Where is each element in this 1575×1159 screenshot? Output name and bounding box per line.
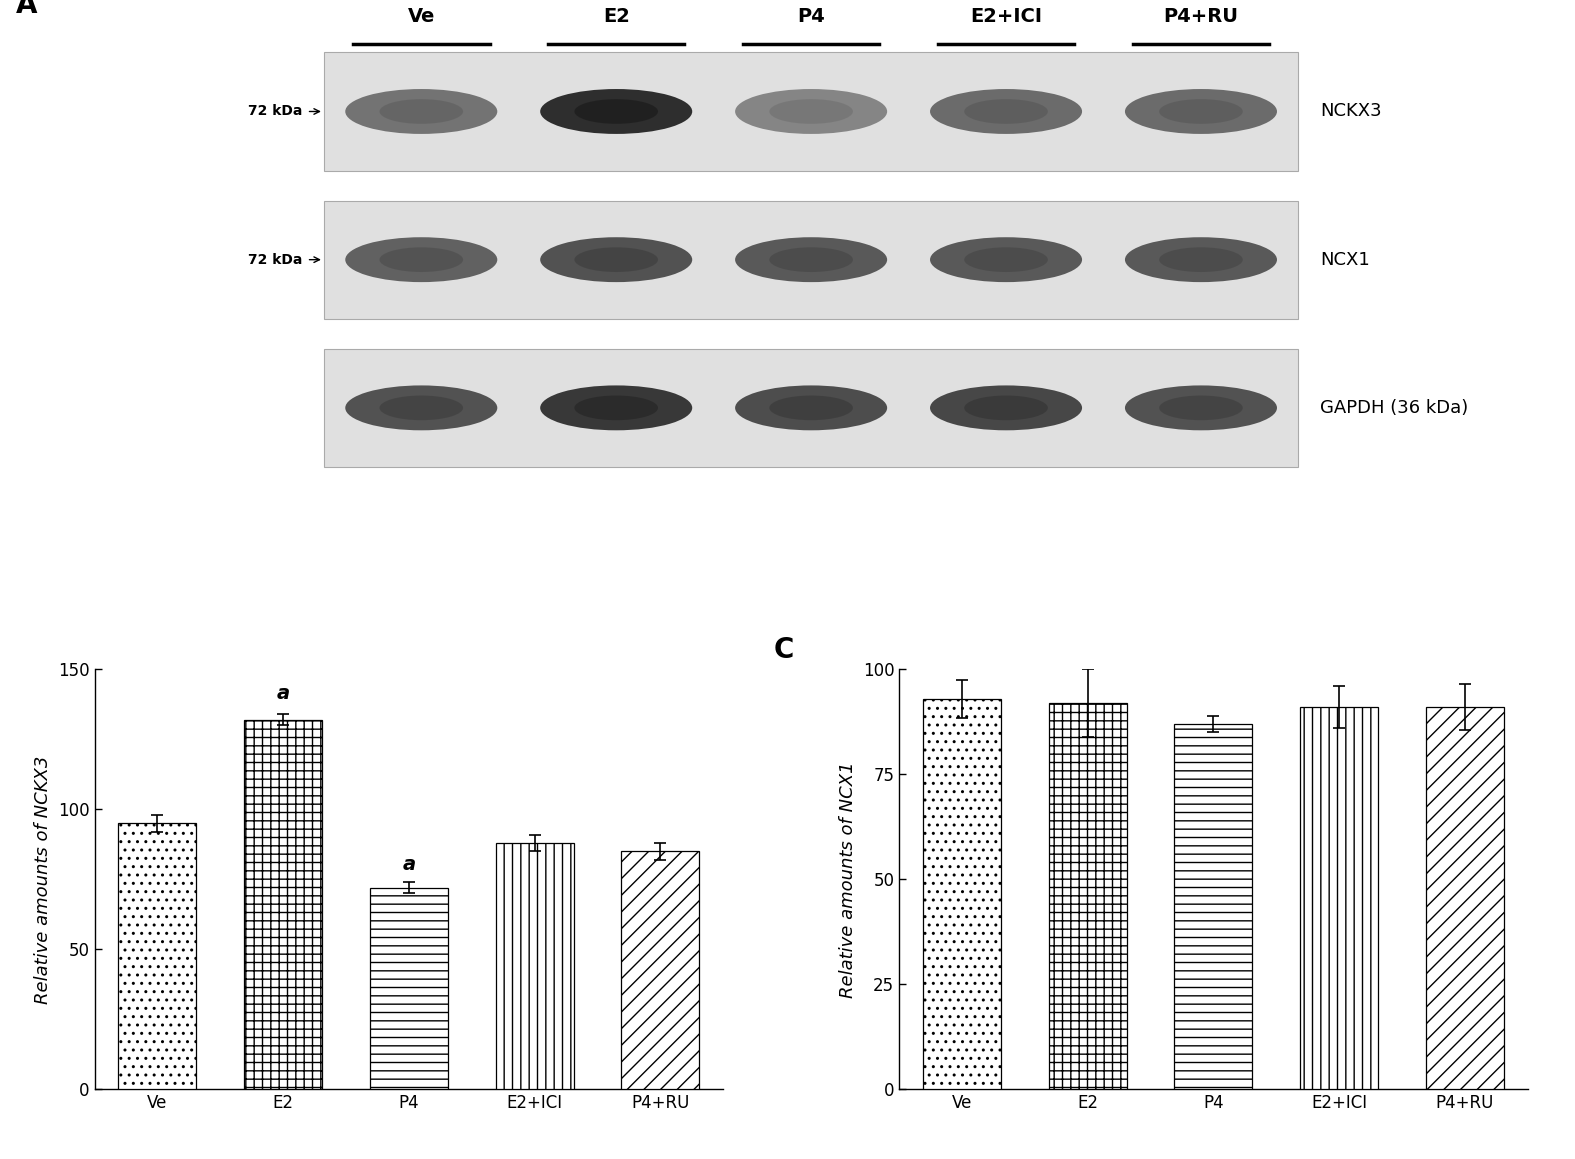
Ellipse shape [964,247,1047,272]
Ellipse shape [736,89,887,134]
Bar [1301,707,1378,1089]
Y-axis label: Relative amounts of NCX1: Relative amounts of NCX1 [839,761,857,998]
Ellipse shape [575,247,658,272]
Ellipse shape [345,386,498,430]
Ellipse shape [540,89,693,134]
Bar [370,888,447,1089]
Ellipse shape [1125,89,1277,134]
Text: a: a [402,855,416,874]
Text: a: a [277,684,290,704]
Text: NCKX3: NCKX3 [1320,102,1381,121]
Text: Ve: Ve [408,7,435,25]
Bar [118,823,197,1089]
Ellipse shape [345,89,498,134]
Ellipse shape [380,395,463,421]
Ellipse shape [380,100,463,124]
Text: E2+ICI: E2+ICI [970,7,1043,25]
Text: 72 kDa: 72 kDa [247,253,302,267]
Bar [1049,704,1126,1089]
Bar [244,720,321,1089]
Bar [1425,707,1504,1089]
Ellipse shape [964,100,1047,124]
Text: A: A [16,0,38,19]
Ellipse shape [929,89,1082,134]
Ellipse shape [540,238,693,282]
Ellipse shape [769,247,854,272]
Ellipse shape [736,238,887,282]
Ellipse shape [1125,238,1277,282]
Ellipse shape [1125,386,1277,430]
Text: P4+RU: P4+RU [1164,7,1238,25]
Text: P4: P4 [797,7,825,25]
Bar [496,843,573,1089]
Bar [1175,724,1252,1089]
Ellipse shape [929,238,1082,282]
Bar [324,52,1298,170]
Bar [923,699,1002,1089]
Bar [621,852,699,1089]
Text: C: C [773,636,794,664]
Ellipse shape [575,395,658,421]
Text: E2: E2 [603,7,630,25]
Ellipse shape [1159,247,1243,272]
Ellipse shape [769,395,854,421]
Ellipse shape [540,386,693,430]
Ellipse shape [575,100,658,124]
Ellipse shape [1159,100,1243,124]
Ellipse shape [769,100,854,124]
Text: GAPDH (36 kDa): GAPDH (36 kDa) [1320,399,1468,417]
Text: NCX1: NCX1 [1320,250,1370,269]
Text: 72 kDa: 72 kDa [247,104,302,118]
Ellipse shape [1159,395,1243,421]
Ellipse shape [345,238,498,282]
Ellipse shape [929,386,1082,430]
Ellipse shape [380,247,463,272]
Ellipse shape [736,386,887,430]
Ellipse shape [964,395,1047,421]
Y-axis label: Relative amounts of NCKX3: Relative amounts of NCKX3 [35,756,52,1004]
Bar [324,201,1298,319]
Bar [324,349,1298,467]
